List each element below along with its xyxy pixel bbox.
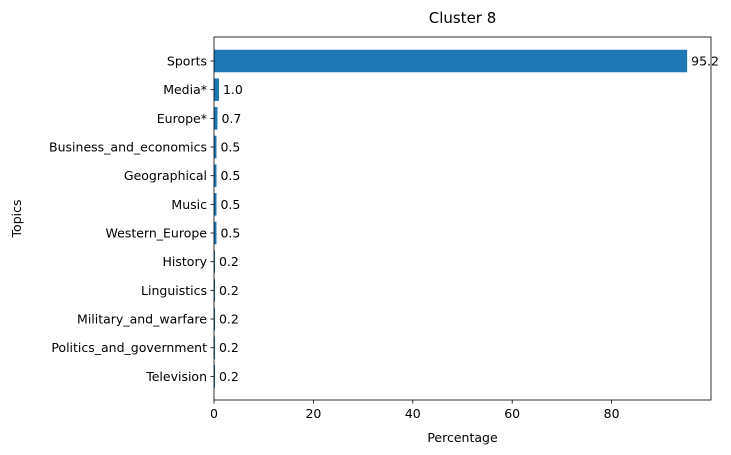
data-label: 1.0 — [223, 82, 243, 97]
y-axis-ticks: Sports Media* Europe* Business_and_economic… — [49, 54, 214, 384]
data-label: 0.2 — [219, 254, 239, 269]
data-label: 0.5 — [220, 226, 240, 241]
data-label: 0.2 — [219, 340, 239, 355]
data-label: 0.5 — [220, 140, 240, 155]
x-tick-label: 0 — [210, 406, 218, 421]
data-label: 0.2 — [219, 369, 239, 384]
bar-7 — [214, 250, 215, 273]
data-labels-group: 95.2 1.0 0.7 0.5 0.5 0.5 0.5 0.2 0.2 0.2 0.2 0.2 — [219, 54, 719, 384]
y-tick-label: History — [163, 254, 208, 269]
y-tick-label: Military_and_warfare — [77, 312, 207, 327]
y-tick-label: Television — [145, 369, 207, 384]
bar-6 — [214, 221, 217, 245]
data-label: 95.2 — [691, 54, 719, 69]
bar-0 — [214, 49, 688, 73]
y-tick-label: Sports — [167, 54, 207, 69]
y-axis-title: Topics — [9, 200, 24, 239]
bar-4 — [214, 164, 217, 187]
chart-title: Cluster 8 — [429, 9, 497, 27]
y-tick-label: Politics_and_government — [51, 340, 207, 355]
bar-9 — [214, 307, 215, 331]
bars-group — [214, 49, 688, 388]
bar-3 — [214, 135, 217, 159]
x-axis-ticks: 0 20 40 60 80 — [210, 400, 620, 421]
y-tick-label: Media* — [163, 82, 207, 97]
y-tick-label: Western_Europe — [106, 226, 208, 241]
x-tick-label: 80 — [604, 406, 620, 421]
bar-10 — [214, 336, 215, 359]
x-tick-label: 20 — [305, 406, 321, 421]
data-label: 0.5 — [220, 168, 240, 183]
y-tick-label: Business_and_economics — [49, 140, 207, 155]
y-tick-label: Linguistics — [141, 283, 207, 298]
data-label: 0.5 — [220, 197, 240, 212]
x-axis-title: Percentage — [427, 430, 498, 445]
bar-11 — [214, 365, 215, 388]
y-tick-label: Music — [171, 197, 207, 212]
y-tick-label: Geographical — [124, 168, 207, 183]
x-tick-label: 60 — [504, 406, 520, 421]
plot-frame — [213, 36, 712, 401]
data-label: 0.2 — [219, 312, 239, 327]
data-label: 0.2 — [219, 283, 239, 298]
bar-2 — [214, 107, 218, 130]
x-tick-label: 40 — [405, 406, 421, 421]
bar-8 — [214, 279, 215, 302]
bar-1 — [214, 78, 219, 101]
bar-5 — [214, 193, 217, 216]
y-tick-label: Europe* — [157, 111, 207, 126]
data-label: 0.7 — [221, 111, 241, 126]
